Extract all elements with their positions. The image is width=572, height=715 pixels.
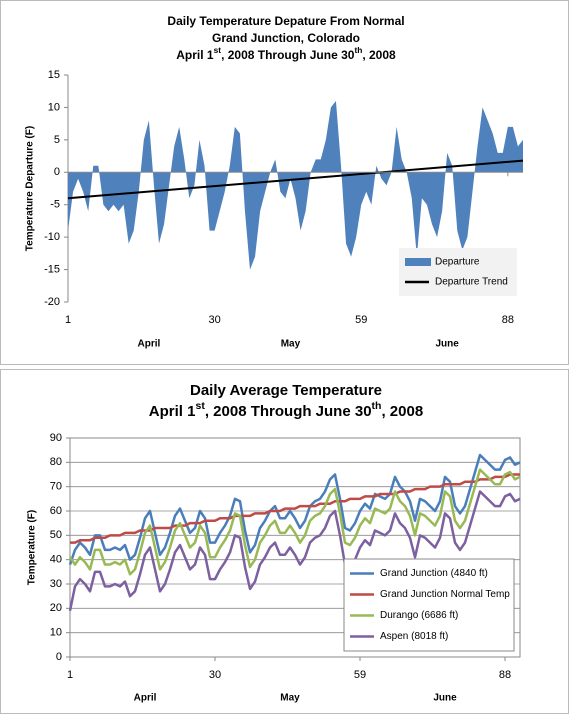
subtitle-part: April 1	[149, 403, 196, 420]
y-tick-label: -5	[50, 199, 60, 211]
chart-title: Grand Junction, Colorado	[212, 31, 360, 45]
subtitle-part: April 1	[176, 48, 214, 62]
x-tick-label: 59	[354, 669, 366, 681]
y-tick-label: 15	[48, 69, 60, 81]
legend-label: Departure Trend	[435, 277, 508, 288]
chart-subtitle: April 1st, 2008 Through June 30th, 2008	[149, 400, 423, 420]
x-tick-label: 30	[209, 669, 221, 681]
superscript: st	[214, 45, 222, 55]
y-tick-label: 80	[50, 456, 62, 468]
y-axis-label: Temperature Departure (F)	[25, 126, 36, 251]
superscript: st	[195, 400, 205, 412]
subtitle-part: , 2008 Through June 30	[205, 403, 372, 420]
y-tick-label: 5	[54, 134, 60, 146]
legend: Departure Departure Trend	[399, 248, 517, 296]
month-label: June	[435, 339, 459, 350]
legend-swatch	[405, 258, 431, 266]
y-tick-label: 10	[50, 627, 62, 639]
legend-label: Departure	[435, 257, 480, 268]
y-tick-label: -20	[44, 296, 60, 308]
legend-box	[399, 248, 517, 296]
month-label: June	[433, 693, 457, 704]
x-tick-label: 1	[67, 669, 73, 681]
y-tick-label: 30	[50, 578, 62, 590]
y-tick-label: 90	[50, 432, 62, 444]
area	[68, 100, 523, 270]
month-label: May	[281, 339, 301, 350]
y-tick-label: -15	[44, 263, 60, 275]
month-label: April	[137, 339, 160, 350]
legend: Grand Junction (4840 ft) Grand Junction N…	[343, 558, 515, 652]
y-tick-label: 60	[50, 505, 62, 517]
superscript: th	[354, 45, 362, 55]
y-tick-label: 20	[50, 602, 62, 614]
month-label: May	[280, 693, 300, 704]
chart-frame	[0, 369, 569, 714]
subtitle-part: , 2008 Through June 30	[221, 48, 355, 62]
subtitle-part: , 2008	[381, 403, 423, 420]
y-tick-label: 0	[56, 651, 62, 663]
legend-label: Durango (6686 ft)	[380, 610, 458, 621]
x-tick-label: 59	[355, 314, 367, 326]
x-tick-label: 88	[502, 314, 514, 326]
y-tick-label: 50	[50, 529, 62, 541]
month-label: April	[134, 693, 157, 704]
y-tick-label: 70	[50, 481, 62, 493]
subtitle-part: , 2008	[362, 48, 396, 62]
line	[68, 453, 521, 565]
x-tick-label: 88	[499, 669, 511, 681]
line	[68, 490, 521, 612]
y-tick-label: 40	[50, 554, 62, 566]
legend-label: Grand Junction Normal Temp	[380, 589, 510, 600]
legend-label: Grand Junction (4840 ft)	[380, 568, 488, 579]
y-tick-label: -10	[44, 231, 60, 243]
legend-label: Aspen (8018 ft)	[380, 631, 448, 642]
x-tick-label: 1	[65, 314, 71, 326]
line	[67, 159, 524, 200]
line	[70, 473, 520, 544]
chart-subtitle: April 1st, 2008 Through June 30th, 2008	[176, 45, 396, 62]
y-axis-label: Temperature (F)	[27, 510, 38, 585]
chart-title: Daily Average Temperature	[190, 382, 382, 399]
x-tick-label: 30	[208, 314, 220, 326]
superscript: th	[372, 400, 382, 412]
chart-title: Daily Temperature Depature From Normal	[167, 14, 404, 28]
y-tick-label: 0	[54, 166, 60, 178]
y-tick-label: 10	[48, 101, 60, 113]
line	[68, 468, 521, 576]
